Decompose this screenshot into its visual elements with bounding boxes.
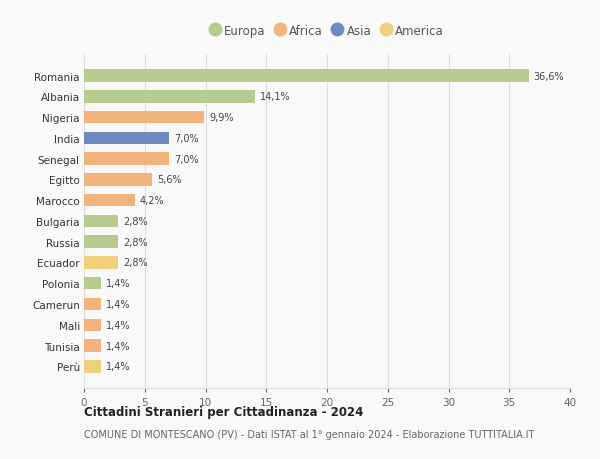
Bar bbox=[84, 70, 529, 83]
Text: COMUNE DI MONTESCANO (PV) - Dati ISTAT al 1° gennaio 2024 - Elaborazione TUTTITA: COMUNE DI MONTESCANO (PV) - Dati ISTAT a… bbox=[84, 429, 535, 439]
Text: 1,4%: 1,4% bbox=[106, 299, 130, 309]
Text: 7,0%: 7,0% bbox=[174, 134, 199, 144]
Bar bbox=[84, 319, 101, 331]
Bar bbox=[84, 277, 101, 290]
Text: 14,1%: 14,1% bbox=[260, 92, 291, 102]
Text: 1,4%: 1,4% bbox=[106, 362, 130, 371]
Legend: Europa, Africa, Asia, America: Europa, Africa, Asia, America bbox=[206, 21, 448, 41]
Text: 4,2%: 4,2% bbox=[140, 196, 164, 206]
Text: 2,8%: 2,8% bbox=[123, 217, 148, 226]
Text: Cittadini Stranieri per Cittadinanza - 2024: Cittadini Stranieri per Cittadinanza - 2… bbox=[84, 405, 364, 419]
Text: 1,4%: 1,4% bbox=[106, 320, 130, 330]
Bar bbox=[84, 174, 152, 186]
Bar bbox=[84, 298, 101, 311]
Text: 5,6%: 5,6% bbox=[157, 175, 182, 185]
Text: 1,4%: 1,4% bbox=[106, 279, 130, 289]
Bar bbox=[84, 132, 169, 145]
Bar bbox=[84, 91, 256, 103]
Text: 36,6%: 36,6% bbox=[533, 72, 564, 81]
Bar bbox=[84, 340, 101, 352]
Bar bbox=[84, 236, 118, 248]
Text: 9,9%: 9,9% bbox=[209, 113, 233, 123]
Bar bbox=[84, 112, 204, 124]
Bar bbox=[84, 215, 118, 228]
Bar bbox=[84, 195, 135, 207]
Text: 1,4%: 1,4% bbox=[106, 341, 130, 351]
Bar bbox=[84, 360, 101, 373]
Bar bbox=[84, 153, 169, 166]
Text: 7,0%: 7,0% bbox=[174, 154, 199, 164]
Text: 2,8%: 2,8% bbox=[123, 237, 148, 247]
Bar bbox=[84, 257, 118, 269]
Text: 2,8%: 2,8% bbox=[123, 258, 148, 268]
